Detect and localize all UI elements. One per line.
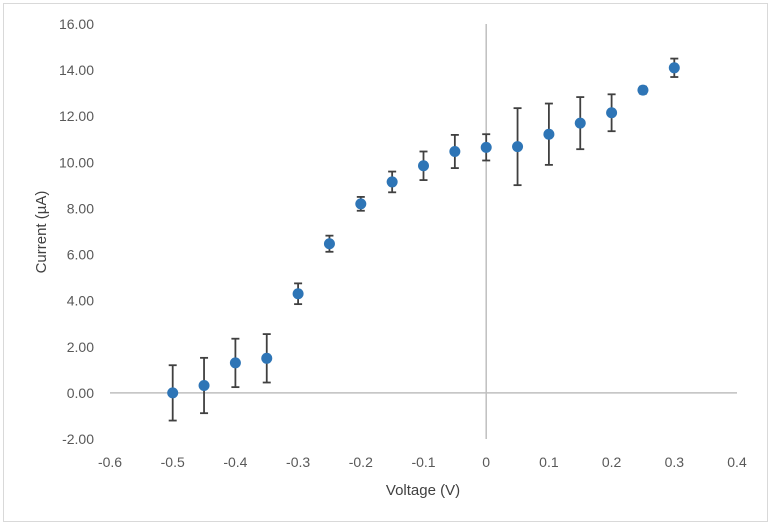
data-point	[418, 160, 429, 172]
data-point	[637, 84, 649, 96]
y-tick-label: 6.00	[67, 247, 94, 263]
y-tick-labels: -2.00 0.00 2.00 4.00 6.00 8.00 10.00 12.00 14.00…	[59, 16, 94, 447]
data-point	[292, 288, 304, 300]
y-tick-label: -2.00	[62, 431, 94, 447]
y-tick-label: 12.00	[59, 108, 94, 124]
x-tick-label: 0.1	[539, 454, 559, 470]
data-point	[355, 198, 367, 210]
x-tick-label: -0.1	[411, 454, 435, 470]
y-tick-label: 0.00	[67, 385, 94, 401]
error-bars	[168, 57, 679, 422]
data-point	[512, 141, 524, 153]
x-tick-label: 0.3	[665, 454, 685, 470]
y-tick-label: 2.00	[67, 339, 94, 355]
data-point	[229, 357, 241, 369]
y-tick-label: 8.00	[67, 200, 94, 216]
data-point	[668, 62, 680, 74]
axes	[110, 24, 737, 439]
x-axis-title: Voltage (V)	[386, 482, 460, 499]
x-tick-label: -0.6	[98, 454, 122, 470]
data-point	[386, 176, 398, 188]
data-point	[543, 128, 555, 140]
data-points	[167, 62, 680, 399]
y-axis-title: Current (µA)	[33, 191, 50, 274]
x-tick-label: -0.5	[161, 454, 185, 470]
data-point	[574, 117, 586, 129]
x-tick-label: -0.3	[286, 454, 310, 470]
x-tick-label: 0	[482, 454, 490, 470]
data-point	[449, 145, 461, 157]
y-tick-label: 14.00	[59, 62, 94, 78]
data-point	[261, 352, 273, 364]
y-tick-label: 10.00	[59, 154, 94, 170]
y-tick-label: 4.00	[67, 293, 94, 309]
x-tick-label: -0.4	[223, 454, 247, 470]
data-point	[480, 141, 492, 153]
data-point	[198, 380, 210, 392]
data-point	[323, 238, 335, 250]
data-point	[167, 387, 179, 399]
y-tick-label: 16.00	[59, 16, 94, 32]
x-tick-labels: -0.6 -0.5 -0.4 -0.3 -0.2 -0.1 0 0.1 0.2 0.3 0.4	[98, 454, 747, 470]
data-point	[606, 107, 618, 119]
x-tick-label: 0.2	[602, 454, 622, 470]
x-tick-label: -0.2	[349, 454, 373, 470]
x-tick-label: 0.4	[727, 454, 747, 470]
